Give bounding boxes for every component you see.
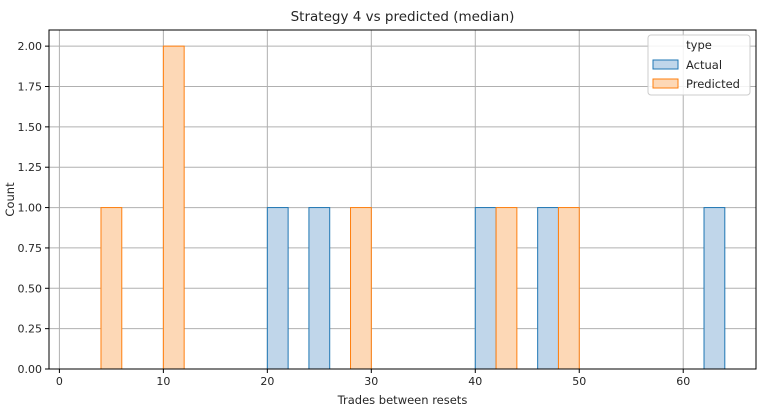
- bar-actual-3: [537, 207, 559, 370]
- legend-label-predicted: Predicted: [686, 77, 740, 91]
- bar-predicted-1: [162, 45, 185, 370]
- bar-actual-2: [474, 207, 497, 370]
- bar-predicted-4: [557, 207, 580, 370]
- bar-predicted-0: [100, 207, 123, 370]
- legend-label-actual: Actual: [686, 58, 722, 72]
- histogram-bars: [100, 45, 726, 370]
- y-tick-label: 1.50: [18, 121, 43, 134]
- x-tick-label: 40: [468, 375, 482, 388]
- bar-predicted-3: [495, 207, 518, 370]
- legend-title: type: [686, 38, 712, 52]
- x-axis-label: Trades between resets: [337, 393, 468, 407]
- y-tick-label: 0.50: [18, 282, 43, 295]
- chart-title: Strategy 4 vs predicted (median): [291, 9, 515, 25]
- y-tick-label: 0.00: [18, 363, 43, 376]
- legend: type Actual Predicted: [647, 34, 751, 96]
- y-tick-label: 2.00: [18, 40, 43, 53]
- y-tick-label: 1.25: [18, 161, 43, 174]
- x-tick-label: 10: [156, 375, 170, 388]
- x-tick-label: 50: [572, 375, 586, 388]
- plot-frame: [48, 29, 757, 370]
- x-tick-label: 30: [364, 375, 378, 388]
- x-tick-label: 20: [260, 375, 274, 388]
- bar-actual-4: [703, 207, 726, 370]
- bar-actual-1: [308, 207, 331, 370]
- x-tick-label: 0: [56, 375, 63, 388]
- y-tick-label: 0.25: [18, 323, 43, 336]
- x-tick-label: 60: [676, 375, 690, 388]
- bar-actual-0: [266, 207, 289, 370]
- axes: 0 10 20 30 40 50 60 0.00 0.25 0.50 0.75 1.00 1.25 1.5…: [18, 29, 757, 388]
- y-axis-label: Count: [3, 182, 17, 217]
- legend-swatch-predicted: [652, 78, 679, 89]
- legend-swatch-actual: [652, 59, 679, 70]
- y-tick-label: 1.75: [18, 81, 43, 94]
- y-tick-label: 1.00: [18, 202, 43, 215]
- bar-predicted-2: [350, 207, 372, 370]
- y-tick-label: 0.75: [18, 242, 43, 255]
